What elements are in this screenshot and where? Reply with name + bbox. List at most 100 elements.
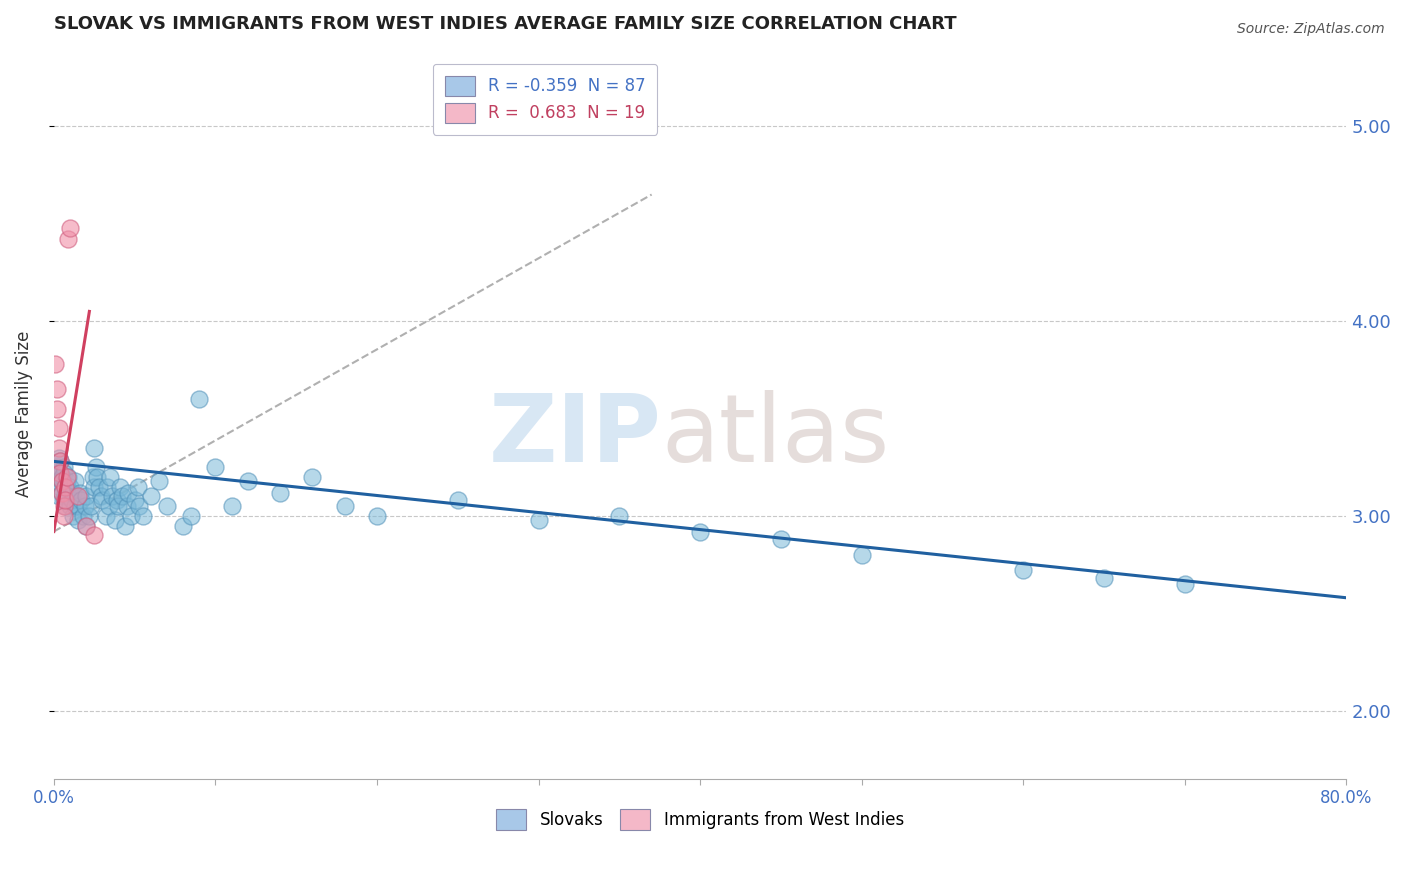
Point: [148, 474, 170, 488]
Point: [62, 508, 84, 523]
Point: [46, 401, 69, 416]
Point: [101, 490, 124, 504]
Point: [221, 499, 243, 513]
Y-axis label: Average Family Size: Average Family Size: [15, 331, 32, 497]
Point: [70, 493, 93, 508]
Point: [46, 460, 69, 475]
Point: [301, 470, 323, 484]
Point: [48, 421, 70, 435]
Point: [52, 508, 75, 523]
Point: [75, 518, 97, 533]
Point: [63, 474, 86, 488]
Point: [83, 441, 105, 455]
Point: [79, 508, 101, 523]
Point: [128, 499, 150, 513]
Point: [53, 493, 76, 508]
Point: [90, 490, 112, 504]
Point: [72, 508, 94, 523]
Point: [52, 493, 75, 508]
Point: [55, 470, 77, 484]
Point: [172, 518, 194, 533]
Point: [269, 485, 291, 500]
Point: [80, 499, 103, 513]
Point: [689, 524, 711, 539]
Point: [111, 490, 134, 504]
Point: [53, 480, 76, 494]
Point: [52, 499, 75, 513]
Point: [86, 470, 108, 484]
Point: [55, 474, 77, 488]
Point: [94, 508, 117, 523]
Point: [236, 474, 259, 488]
Point: [1092, 571, 1115, 585]
Point: [58, 470, 80, 484]
Point: [51, 485, 73, 500]
Point: [100, 470, 122, 484]
Point: [769, 533, 792, 547]
Point: [59, 499, 82, 513]
Point: [59, 220, 82, 235]
Point: [67, 490, 90, 504]
Point: [104, 513, 127, 527]
Point: [60, 493, 83, 508]
Point: [333, 499, 356, 513]
Point: [1012, 564, 1035, 578]
Point: [851, 548, 873, 562]
Point: [447, 493, 470, 508]
Point: [44, 357, 66, 371]
Point: [97, 499, 120, 513]
Text: atlas: atlas: [661, 390, 890, 482]
Text: Source: ZipAtlas.com: Source: ZipAtlas.com: [1237, 22, 1385, 37]
Point: [105, 493, 128, 508]
Point: [527, 513, 550, 527]
Point: [87, 480, 110, 494]
Point: [49, 454, 72, 468]
Text: ZIP: ZIP: [488, 390, 661, 482]
Point: [62, 485, 84, 500]
Legend: Slovaks, Immigrants from West Indies: Slovaks, Immigrants from West Indies: [489, 803, 911, 837]
Point: [49, 466, 72, 480]
Point: [127, 480, 149, 494]
Point: [51, 485, 73, 500]
Point: [51, 474, 73, 488]
Point: [53, 490, 76, 504]
Point: [180, 508, 202, 523]
Point: [83, 480, 105, 494]
Point: [49, 480, 72, 494]
Point: [59, 480, 82, 494]
Point: [52, 466, 75, 480]
Point: [82, 470, 104, 484]
Point: [53, 499, 76, 513]
Point: [75, 518, 97, 533]
Point: [117, 485, 139, 500]
Point: [48, 450, 70, 465]
Point: [83, 528, 105, 542]
Point: [44, 470, 66, 484]
Point: [1174, 577, 1197, 591]
Point: [46, 474, 69, 488]
Point: [49, 454, 72, 468]
Point: [107, 499, 129, 513]
Point: [84, 460, 107, 475]
Point: [51, 474, 73, 488]
Point: [58, 232, 80, 246]
Point: [69, 485, 91, 500]
Point: [53, 480, 76, 494]
Point: [51, 470, 73, 484]
Point: [58, 490, 80, 504]
Point: [75, 490, 97, 504]
Point: [48, 441, 70, 455]
Point: [55, 485, 77, 500]
Point: [156, 499, 179, 513]
Point: [65, 490, 87, 504]
Point: [188, 392, 211, 406]
Point: [139, 490, 162, 504]
Point: [63, 499, 86, 513]
Point: [366, 508, 388, 523]
Point: [91, 493, 114, 508]
Point: [48, 466, 70, 480]
Text: SLOVAK VS IMMIGRANTS FROM WEST INDIES AVERAGE FAMILY SIZE CORRELATION CHART: SLOVAK VS IMMIGRANTS FROM WEST INDIES AV…: [53, 15, 956, 33]
Point: [46, 382, 69, 396]
Point: [48, 490, 70, 504]
Point: [67, 513, 90, 527]
